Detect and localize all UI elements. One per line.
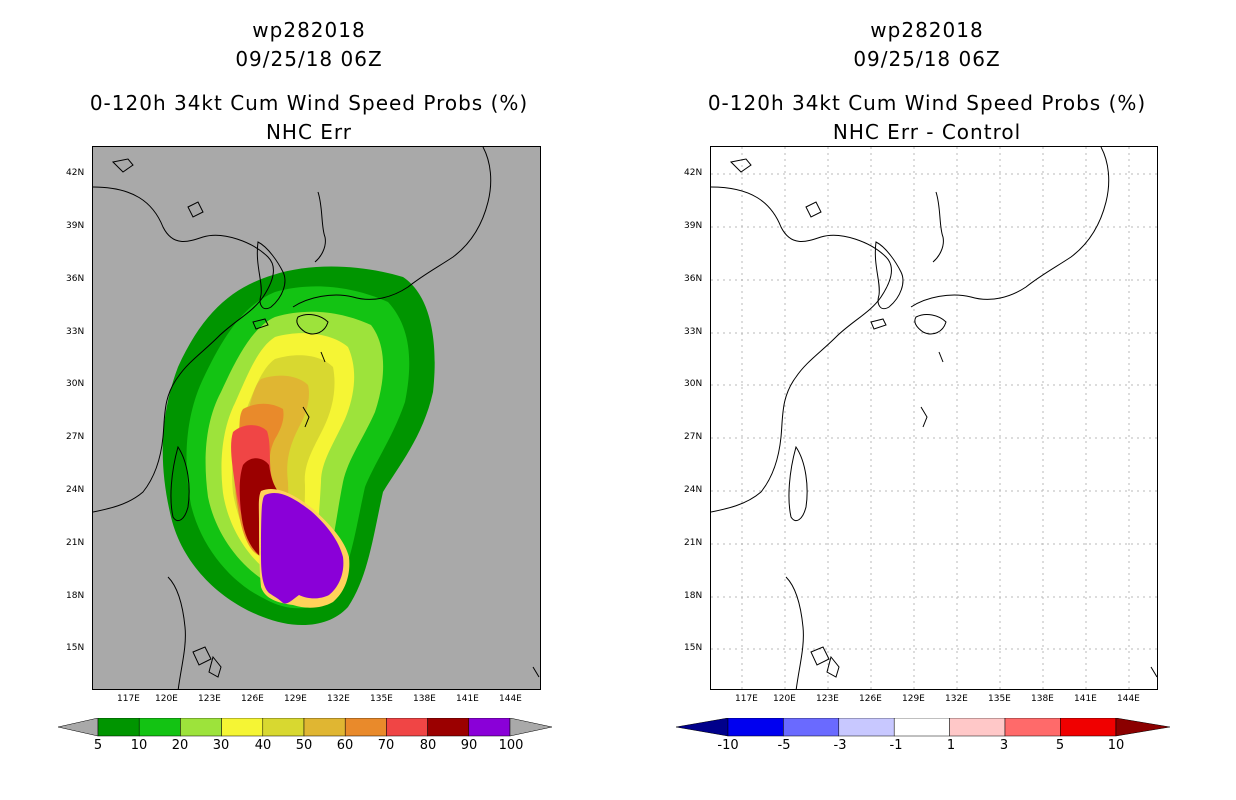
right-colorbar-label-neg5: -5 [777, 738, 791, 753]
right-colorbar-swatch-4 [949, 718, 1006, 737]
right-title-datetime: 09/25/18 06Z [853, 47, 1001, 71]
right-colorbar-above-triangle [1115, 718, 1171, 737]
left-colorbar-swatch-0 [97, 718, 140, 737]
left-colorbar-label-50: 50 [295, 738, 313, 753]
left-lat-label-18n: 18N [66, 591, 85, 601]
right-colorbar-swatch-6 [1060, 718, 1117, 737]
left-lat-label-42n: 42N [66, 168, 85, 178]
left-colorbar-label-60: 60 [336, 738, 354, 753]
right-lat-label-15n: 15N [684, 643, 703, 653]
left-lon-label-141e: 141E [456, 694, 479, 704]
left-colorbar-swatch-9 [468, 718, 511, 737]
left-colorbar [58, 718, 553, 737]
right-lat-label-24n: 24N [684, 485, 703, 495]
left-lat-label-27n: 27N [66, 432, 85, 442]
left-lon-label-120e: 120E [155, 694, 178, 704]
left-colorbar-label-70: 70 [377, 738, 395, 753]
left-colorbar-swatch-4 [262, 718, 305, 737]
left-colorbar-label-90: 90 [460, 738, 478, 753]
right-colorbar-label-3: 3 [999, 738, 1009, 753]
left-colorbar-swatch-8 [427, 718, 470, 737]
left-lon-label-126e: 126E [241, 694, 264, 704]
left-lat-label-15n: 15N [66, 643, 85, 653]
left-lon-label-129e: 129E [284, 694, 307, 704]
left-lon-label-144e: 144E [499, 694, 522, 704]
coastlines [93, 147, 540, 689]
left-colorbar-swatch-3 [221, 718, 264, 737]
left-lat-label-33n: 33N [66, 327, 85, 337]
left-lat-label-30n: 30N [66, 379, 85, 389]
right-colorbar-swatch-1 [783, 718, 840, 737]
left-colorbar-below-triangle [58, 718, 99, 737]
left-title-product: 0-120h 34kt Cum Wind Speed Probs (%) [89, 91, 529, 115]
right-title-product: 0-120h 34kt Cum Wind Speed Probs (%) [707, 91, 1147, 115]
right-colorbar-below-triangle [676, 718, 729, 737]
left-lon-label-135e: 135E [370, 694, 393, 704]
right-lat-label-21n: 21N [684, 538, 703, 548]
right-colorbar-label-neg10: -10 [717, 738, 739, 753]
left-colorbar-swatch-7 [386, 718, 428, 737]
right-difference-map [710, 146, 1158, 690]
left-lon-label-132e: 132E [327, 694, 350, 704]
right-map-graphic [711, 147, 1157, 689]
right-colorbar [676, 718, 1171, 737]
left-colorbar-label-10: 10 [130, 738, 148, 753]
left-colorbar-label-80: 80 [419, 738, 437, 753]
right-colorbar-label-neg3: -3 [833, 738, 847, 753]
right-lon-label-123e: 123E [816, 694, 839, 704]
right-lat-label-42n: 42N [684, 168, 703, 178]
right-title-storm-id: wp282018 [870, 18, 984, 42]
left-colorbar-label-100: 100 [498, 738, 524, 753]
right-colorbar-label-10: 10 [1107, 738, 1125, 753]
right-lon-label-117e: 117E [735, 694, 758, 704]
right-colorbar-label-5: 5 [1055, 738, 1065, 753]
right-lon-label-138e: 138E [1031, 694, 1054, 704]
left-title-method: NHC Err [265, 120, 353, 144]
left-title-storm-id: wp282018 [252, 18, 366, 42]
left-colorbar-label-5: 5 [93, 738, 103, 753]
right-lon-label-120e: 120E [773, 694, 796, 704]
gridlines [711, 147, 1157, 689]
left-lon-label-123e: 123E [198, 694, 221, 704]
right-lat-label-39n: 39N [684, 221, 703, 231]
left-colorbar-swatch-1 [138, 718, 181, 737]
left-colorbar-above-triangle [509, 718, 553, 737]
right-lat-label-18n: 18N [684, 591, 703, 601]
left-colorbar-swatch-6 [344, 718, 387, 737]
left-lon-label-138e: 138E [413, 694, 436, 704]
left-lat-label-24n: 24N [66, 485, 85, 495]
right-lat-label-33n: 33N [684, 327, 703, 337]
left-probability-map [92, 146, 541, 690]
right-title-method: NHC Err - Control [832, 120, 1022, 144]
right-lon-label-126e: 126E [859, 694, 882, 704]
left-lat-label-39n: 39N [66, 221, 85, 231]
right-lat-label-27n: 27N [684, 432, 703, 442]
left-colorbar-swatch-2 [180, 718, 222, 737]
left-lon-label-117e: 117E [117, 694, 140, 704]
left-title-datetime: 09/25/18 06Z [235, 47, 383, 71]
left-lat-label-36n: 36N [66, 274, 85, 284]
left-map-graphic [93, 147, 540, 689]
right-colorbar-swatch-5 [1004, 718, 1061, 737]
right-lat-label-36n: 36N [684, 274, 703, 284]
left-colorbar-label-30: 30 [212, 738, 230, 753]
right-colorbar-swatch-3 [893, 718, 950, 737]
right-lon-label-144e: 144E [1117, 694, 1140, 704]
coastlines [711, 147, 1157, 689]
left-lat-label-21n: 21N [66, 538, 85, 548]
right-colorbar-label-1: 1 [946, 738, 956, 753]
right-colorbar-swatch-2 [838, 718, 895, 737]
left-colorbar-label-40: 40 [254, 738, 272, 753]
right-lon-label-135e: 135E [988, 694, 1011, 704]
right-lon-label-141e: 141E [1074, 694, 1097, 704]
right-lon-label-132e: 132E [945, 694, 968, 704]
right-lon-label-129e: 129E [902, 694, 925, 704]
left-colorbar-swatch-5 [303, 718, 346, 737]
right-lat-label-30n: 30N [684, 379, 703, 389]
right-colorbar-label-neg1: -1 [889, 738, 903, 753]
prob-contour-100 [261, 492, 344, 604]
left-colorbar-label-20: 20 [171, 738, 189, 753]
right-colorbar-swatch-0 [727, 718, 784, 737]
